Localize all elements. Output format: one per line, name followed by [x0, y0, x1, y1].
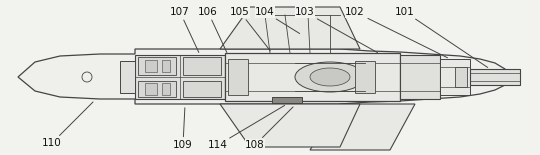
Text: 109: 109	[173, 108, 193, 150]
Text: 110: 110	[42, 102, 93, 148]
Bar	[162, 60, 170, 72]
Bar	[355, 61, 375, 93]
Bar	[470, 69, 520, 85]
Text: 108: 108	[245, 107, 293, 150]
Bar	[228, 59, 248, 95]
Bar	[145, 60, 157, 72]
Text: 104: 104	[255, 7, 300, 33]
Polygon shape	[220, 7, 360, 49]
Text: 106: 106	[198, 7, 227, 53]
Bar	[272, 97, 302, 103]
Polygon shape	[310, 104, 415, 150]
Bar	[225, 53, 400, 101]
Polygon shape	[18, 49, 510, 104]
Text: 105: 105	[230, 7, 271, 51]
Bar	[162, 83, 170, 95]
Polygon shape	[220, 104, 360, 147]
Text: 103: 103	[295, 7, 377, 53]
Text: 107: 107	[170, 7, 199, 53]
Bar	[138, 57, 176, 75]
Bar	[455, 67, 467, 87]
Bar	[120, 61, 135, 93]
Bar	[400, 55, 440, 99]
Bar	[145, 83, 157, 95]
Bar	[440, 59, 470, 95]
Text: 101: 101	[395, 7, 488, 67]
Bar	[138, 81, 176, 97]
Ellipse shape	[310, 68, 350, 86]
Text: 114: 114	[208, 105, 285, 150]
Bar	[183, 57, 221, 75]
Bar	[135, 55, 225, 99]
Bar	[183, 81, 221, 97]
Text: 102: 102	[345, 7, 448, 58]
Ellipse shape	[295, 62, 365, 92]
